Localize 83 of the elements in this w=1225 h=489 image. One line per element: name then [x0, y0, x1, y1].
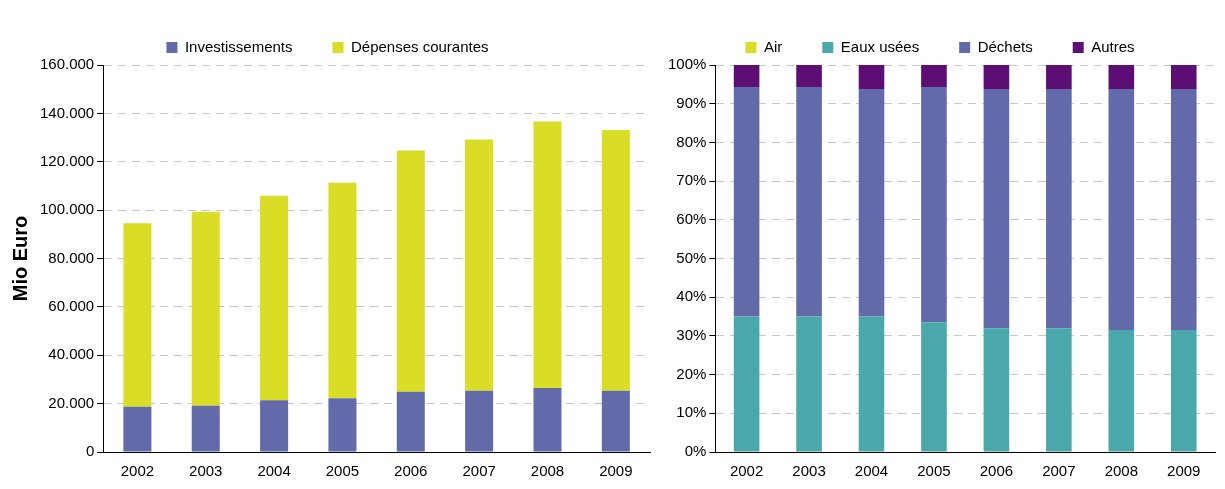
bar [465, 390, 494, 452]
y-tick-label: 30% [676, 326, 707, 344]
bar [796, 316, 822, 452]
bar [465, 139, 494, 391]
bar [1046, 88, 1072, 329]
y-tick-label: 100% [667, 55, 707, 73]
bar [123, 223, 152, 407]
y-tick-label: 80.000 [48, 248, 95, 266]
x-tick-label: 2009 [599, 462, 633, 480]
bar [260, 195, 289, 401]
bar [733, 65, 760, 88]
y-axis-title: Mio Euro [8, 215, 31, 302]
bar [328, 398, 357, 452]
bar [533, 121, 562, 388]
bar [123, 406, 152, 452]
x-tick-label: 2009 [1167, 462, 1201, 480]
bar [396, 150, 425, 392]
bar [533, 387, 562, 452]
bar [1046, 328, 1072, 452]
bar [921, 322, 947, 452]
legend-label: Dépenses courantes [350, 37, 489, 55]
y-tick-label: 20% [676, 364, 707, 382]
bar [983, 88, 1010, 329]
x-tick-label: 2006 [979, 462, 1014, 480]
bar [601, 390, 630, 452]
legend-label: Eaux usées [840, 37, 920, 55]
bar [396, 391, 425, 452]
x-tick-label: 2005 [325, 462, 360, 480]
bar [1108, 330, 1135, 452]
x-tick-label: 2007 [1042, 462, 1076, 480]
bar [328, 182, 357, 399]
x-tick-label: 2008 [1104, 462, 1139, 480]
bar [1170, 88, 1197, 331]
x-tick-label: 2002 [729, 462, 764, 480]
bar [1108, 88, 1135, 331]
x-tick-label: 2002 [120, 462, 155, 480]
x-tick-label: 2005 [917, 462, 951, 480]
y-tick-label: 70% [676, 171, 707, 189]
bar [1170, 65, 1197, 89]
y-tick-label: 160.000 [39, 55, 95, 73]
y-tick-label: 60% [676, 209, 707, 227]
legend-label: Autres [1091, 37, 1135, 55]
bar [733, 316, 760, 452]
y-tick-label: 40.000 [48, 345, 95, 363]
bar [983, 65, 1010, 89]
bar [921, 65, 947, 88]
y-tick-label: 80% [676, 132, 707, 150]
bar [858, 316, 885, 452]
bar [1046, 65, 1072, 89]
bar [1170, 330, 1197, 452]
y-tick-label: 0% [684, 442, 707, 460]
bar [260, 400, 289, 452]
bar [733, 87, 760, 317]
y-tick-label: 90% [676, 93, 707, 111]
bar [191, 405, 220, 452]
bar [796, 65, 822, 88]
y-tick-label: 50% [676, 248, 707, 266]
bar [921, 87, 947, 323]
y-tick-label: 60.000 [48, 297, 95, 315]
x-tick-label: 2006 [394, 462, 428, 480]
bar [983, 328, 1010, 452]
x-tick-label: 2007 [462, 462, 496, 480]
y-tick-label: 120.000 [39, 151, 95, 169]
bar [858, 88, 885, 317]
legend-label: Air [763, 37, 783, 55]
x-tick-label: 2004 [257, 462, 291, 480]
x-tick-label: 2003 [792, 462, 826, 480]
y-tick-label: 0 [85, 442, 95, 460]
y-tick-label: 140.000 [39, 103, 95, 121]
legend-label: Déchets [977, 37, 1033, 55]
y-tick-label: 10% [676, 403, 707, 421]
y-tick-label: 20.000 [48, 393, 95, 411]
y-tick-label: 40% [676, 287, 707, 305]
bar [1108, 65, 1135, 89]
bar [796, 87, 822, 317]
x-tick-label: 2004 [854, 462, 889, 480]
bar [601, 130, 630, 391]
x-tick-label: 2003 [189, 462, 223, 480]
legend-label: Investissements [184, 37, 293, 55]
bar [191, 211, 220, 406]
y-tick-label: 100.000 [39, 200, 95, 218]
x-tick-label: 2008 [530, 462, 565, 480]
bar [858, 65, 885, 89]
